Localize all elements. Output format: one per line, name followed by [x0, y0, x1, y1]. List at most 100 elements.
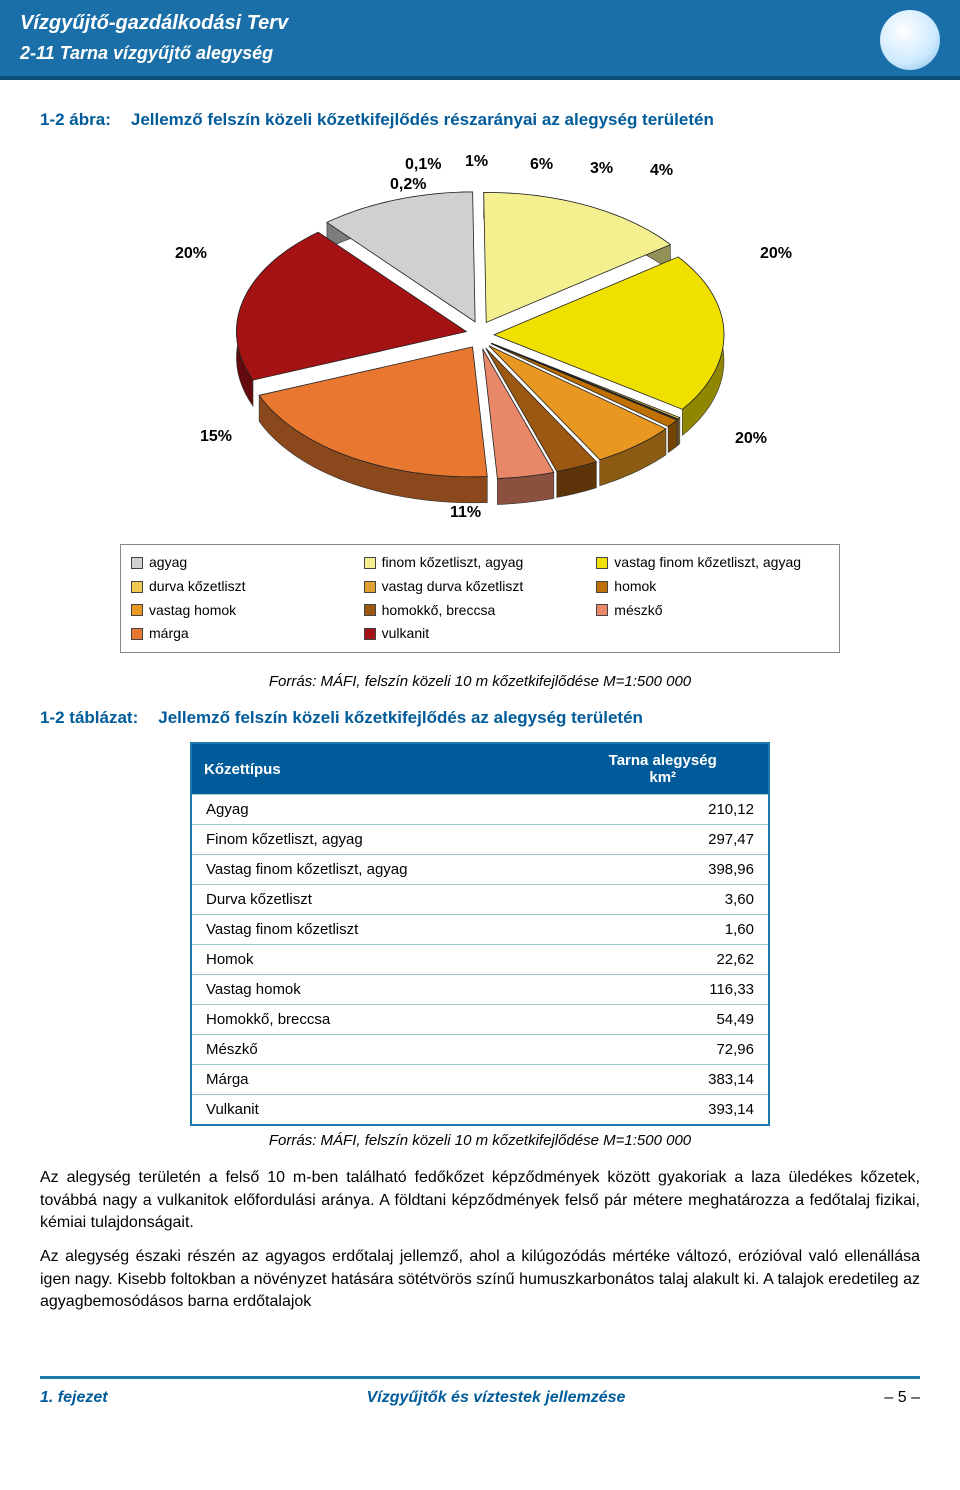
cell-area: 383,14: [557, 1065, 769, 1095]
cell-rock-type: Homokkő, breccsa: [191, 1005, 557, 1035]
table-label: 1-2 táblázat:: [40, 708, 138, 728]
page-content: 1-2 ábra: Jellemző felszín közeli kőzetk…: [0, 80, 960, 1346]
table-row: Vastag finom kőzetliszt1,60: [191, 915, 769, 945]
pie-percent-label: 11%: [450, 504, 481, 522]
cell-area: 3,60: [557, 885, 769, 915]
cell-rock-type: Durva kőzetliszt: [191, 885, 557, 915]
legend-label: vastag finom kőzetliszt, agyag: [614, 551, 801, 575]
legend-item: vastag durva kőzetliszt: [364, 575, 597, 599]
legend-swatch: [596, 604, 608, 616]
pie-percent-label: 0,2%: [390, 176, 426, 194]
legend-label: mészkő: [614, 599, 662, 623]
cell-rock-type: Finom kőzetliszt, agyag: [191, 825, 557, 855]
pie-percent-label: 20%: [735, 430, 767, 448]
table-row: Márga383,14: [191, 1065, 769, 1095]
legend-swatch: [364, 628, 376, 640]
table-row: Mészkő72,96: [191, 1035, 769, 1065]
chart-legend: agyag finom kőzetliszt, agyag vastag finom…: [120, 544, 840, 653]
table-header-type: Kőzettípus: [191, 743, 557, 795]
figure-heading-row: 1-2 ábra: Jellemző felszín közeli kőzetk…: [40, 110, 920, 130]
table-source: Forrás: MÁFI, felszín közeli 10 m kőzetk…: [40, 1132, 920, 1149]
table-row: Homokkő, breccsa54,49: [191, 1005, 769, 1035]
table-heading-row: 1-2 táblázat: Jellemző felszín közeli kő…: [40, 708, 920, 728]
table-row: Vulkanit393,14: [191, 1095, 769, 1126]
legend-item: vulkanit: [364, 622, 597, 646]
paragraph-2: Az alegység északi részén az agyagos erd…: [40, 1246, 920, 1313]
figure-source: Forrás: MÁFI, felszín közeli 10 m kőzetk…: [40, 673, 920, 690]
footer-chapter: 1. fejezet: [40, 1389, 108, 1407]
table-title: Jellemző felszín közeli kőzetkifejlődés …: [158, 708, 643, 728]
paragraph-1: Az alegység területén a felső 10 m-ben t…: [40, 1167, 920, 1234]
footer-page-number: – 5 –: [884, 1389, 920, 1407]
pie-chart: 0,1%1%0,2%6%3%4%20%20%15%20%11%: [120, 150, 840, 530]
legend-item: finom kőzetliszt, agyag: [364, 551, 597, 575]
cell-area: 398,96: [557, 855, 769, 885]
legend-item: agyag: [131, 551, 364, 575]
legend-label: homokkő, breccsa: [382, 599, 496, 623]
legend-swatch: [596, 581, 608, 593]
table-header-area: Tarna alegység km²: [557, 743, 769, 795]
cell-area: 54,49: [557, 1005, 769, 1035]
cell-rock-type: Márga: [191, 1065, 557, 1095]
legend-swatch: [131, 628, 143, 640]
pie-percent-label: 15%: [200, 428, 232, 446]
pie-svg: [120, 150, 840, 530]
legend-label: márga: [149, 622, 189, 646]
cell-area: 393,14: [557, 1095, 769, 1126]
pie-percent-label: 1%: [465, 153, 488, 171]
cell-area: 210,12: [557, 795, 769, 825]
cell-rock-type: Vastag homok: [191, 975, 557, 1005]
pie-percent-label: 6%: [530, 156, 553, 174]
pie-percent-label: 20%: [760, 245, 792, 263]
legend-label: vastag homok: [149, 599, 236, 623]
cell-rock-type: Vastag finom kőzetliszt, agyag: [191, 855, 557, 885]
figure-title: Jellemző felszín közeli kőzetkifejlődés …: [131, 110, 714, 130]
cell-rock-type: Vastag finom kőzetliszt: [191, 915, 557, 945]
legend-swatch: [364, 581, 376, 593]
legend-item: durva kőzetliszt: [131, 575, 364, 599]
legend-swatch: [131, 557, 143, 569]
eu-logo-icon: [880, 10, 940, 70]
legend-item: vastag finom kőzetliszt, agyag: [596, 551, 829, 575]
legend-item: mészkő: [596, 599, 829, 623]
legend-swatch: [596, 557, 608, 569]
cell-rock-type: Vulkanit: [191, 1095, 557, 1126]
legend-label: vulkanit: [382, 622, 429, 646]
legend-label: vastag durva kőzetliszt: [382, 575, 524, 599]
cell-area: 22,62: [557, 945, 769, 975]
legend-swatch: [364, 604, 376, 616]
legend-item: homok: [596, 575, 829, 599]
cell-area: 72,96: [557, 1035, 769, 1065]
cell-area: 297,47: [557, 825, 769, 855]
cell-area: 1,60: [557, 915, 769, 945]
pie-percent-label: 20%: [175, 245, 207, 263]
figure-label: 1-2 ábra:: [40, 110, 111, 130]
legend-item: vastag homok: [131, 599, 364, 623]
legend-label: agyag: [149, 551, 187, 575]
table-row: Vastag homok116,33: [191, 975, 769, 1005]
legend-label: finom kőzetliszt, agyag: [382, 551, 524, 575]
header-title-1: Vízgyűjtő-gazdálkodási Terv: [20, 12, 940, 35]
page-footer: 1. fejezet Vízgyűjtők és víztestek jelle…: [40, 1376, 920, 1437]
cell-rock-type: Homok: [191, 945, 557, 975]
legend-swatch: [131, 581, 143, 593]
cell-rock-type: Mészkő: [191, 1035, 557, 1065]
pie-percent-label: 4%: [650, 162, 673, 180]
legend-item: márga: [131, 622, 364, 646]
footer-section-title: Vízgyűjtők és víztestek jellemzése: [367, 1389, 626, 1407]
legend-label: durva kőzetliszt: [149, 575, 245, 599]
table-row: Durva kőzetliszt3,60: [191, 885, 769, 915]
cell-area: 116,33: [557, 975, 769, 1005]
table-row: Homok22,62: [191, 945, 769, 975]
legend-swatch: [131, 604, 143, 616]
legend-label: homok: [614, 575, 656, 599]
header-title-2: 2-11 Tarna vízgyűjtő alegység: [20, 43, 940, 64]
legend-swatch: [364, 557, 376, 569]
table-row: Finom kőzetliszt, agyag297,47: [191, 825, 769, 855]
table-row: Agyag210,12: [191, 795, 769, 825]
rock-type-table: Kőzettípus Tarna alegység km² Agyag210,1…: [190, 742, 770, 1126]
pie-percent-label: 0,1%: [405, 156, 441, 174]
legend-item: homokkő, breccsa: [364, 599, 597, 623]
cell-rock-type: Agyag: [191, 795, 557, 825]
page-header: Vízgyűjtő-gazdálkodási Terv 2-11 Tarna v…: [0, 0, 960, 80]
